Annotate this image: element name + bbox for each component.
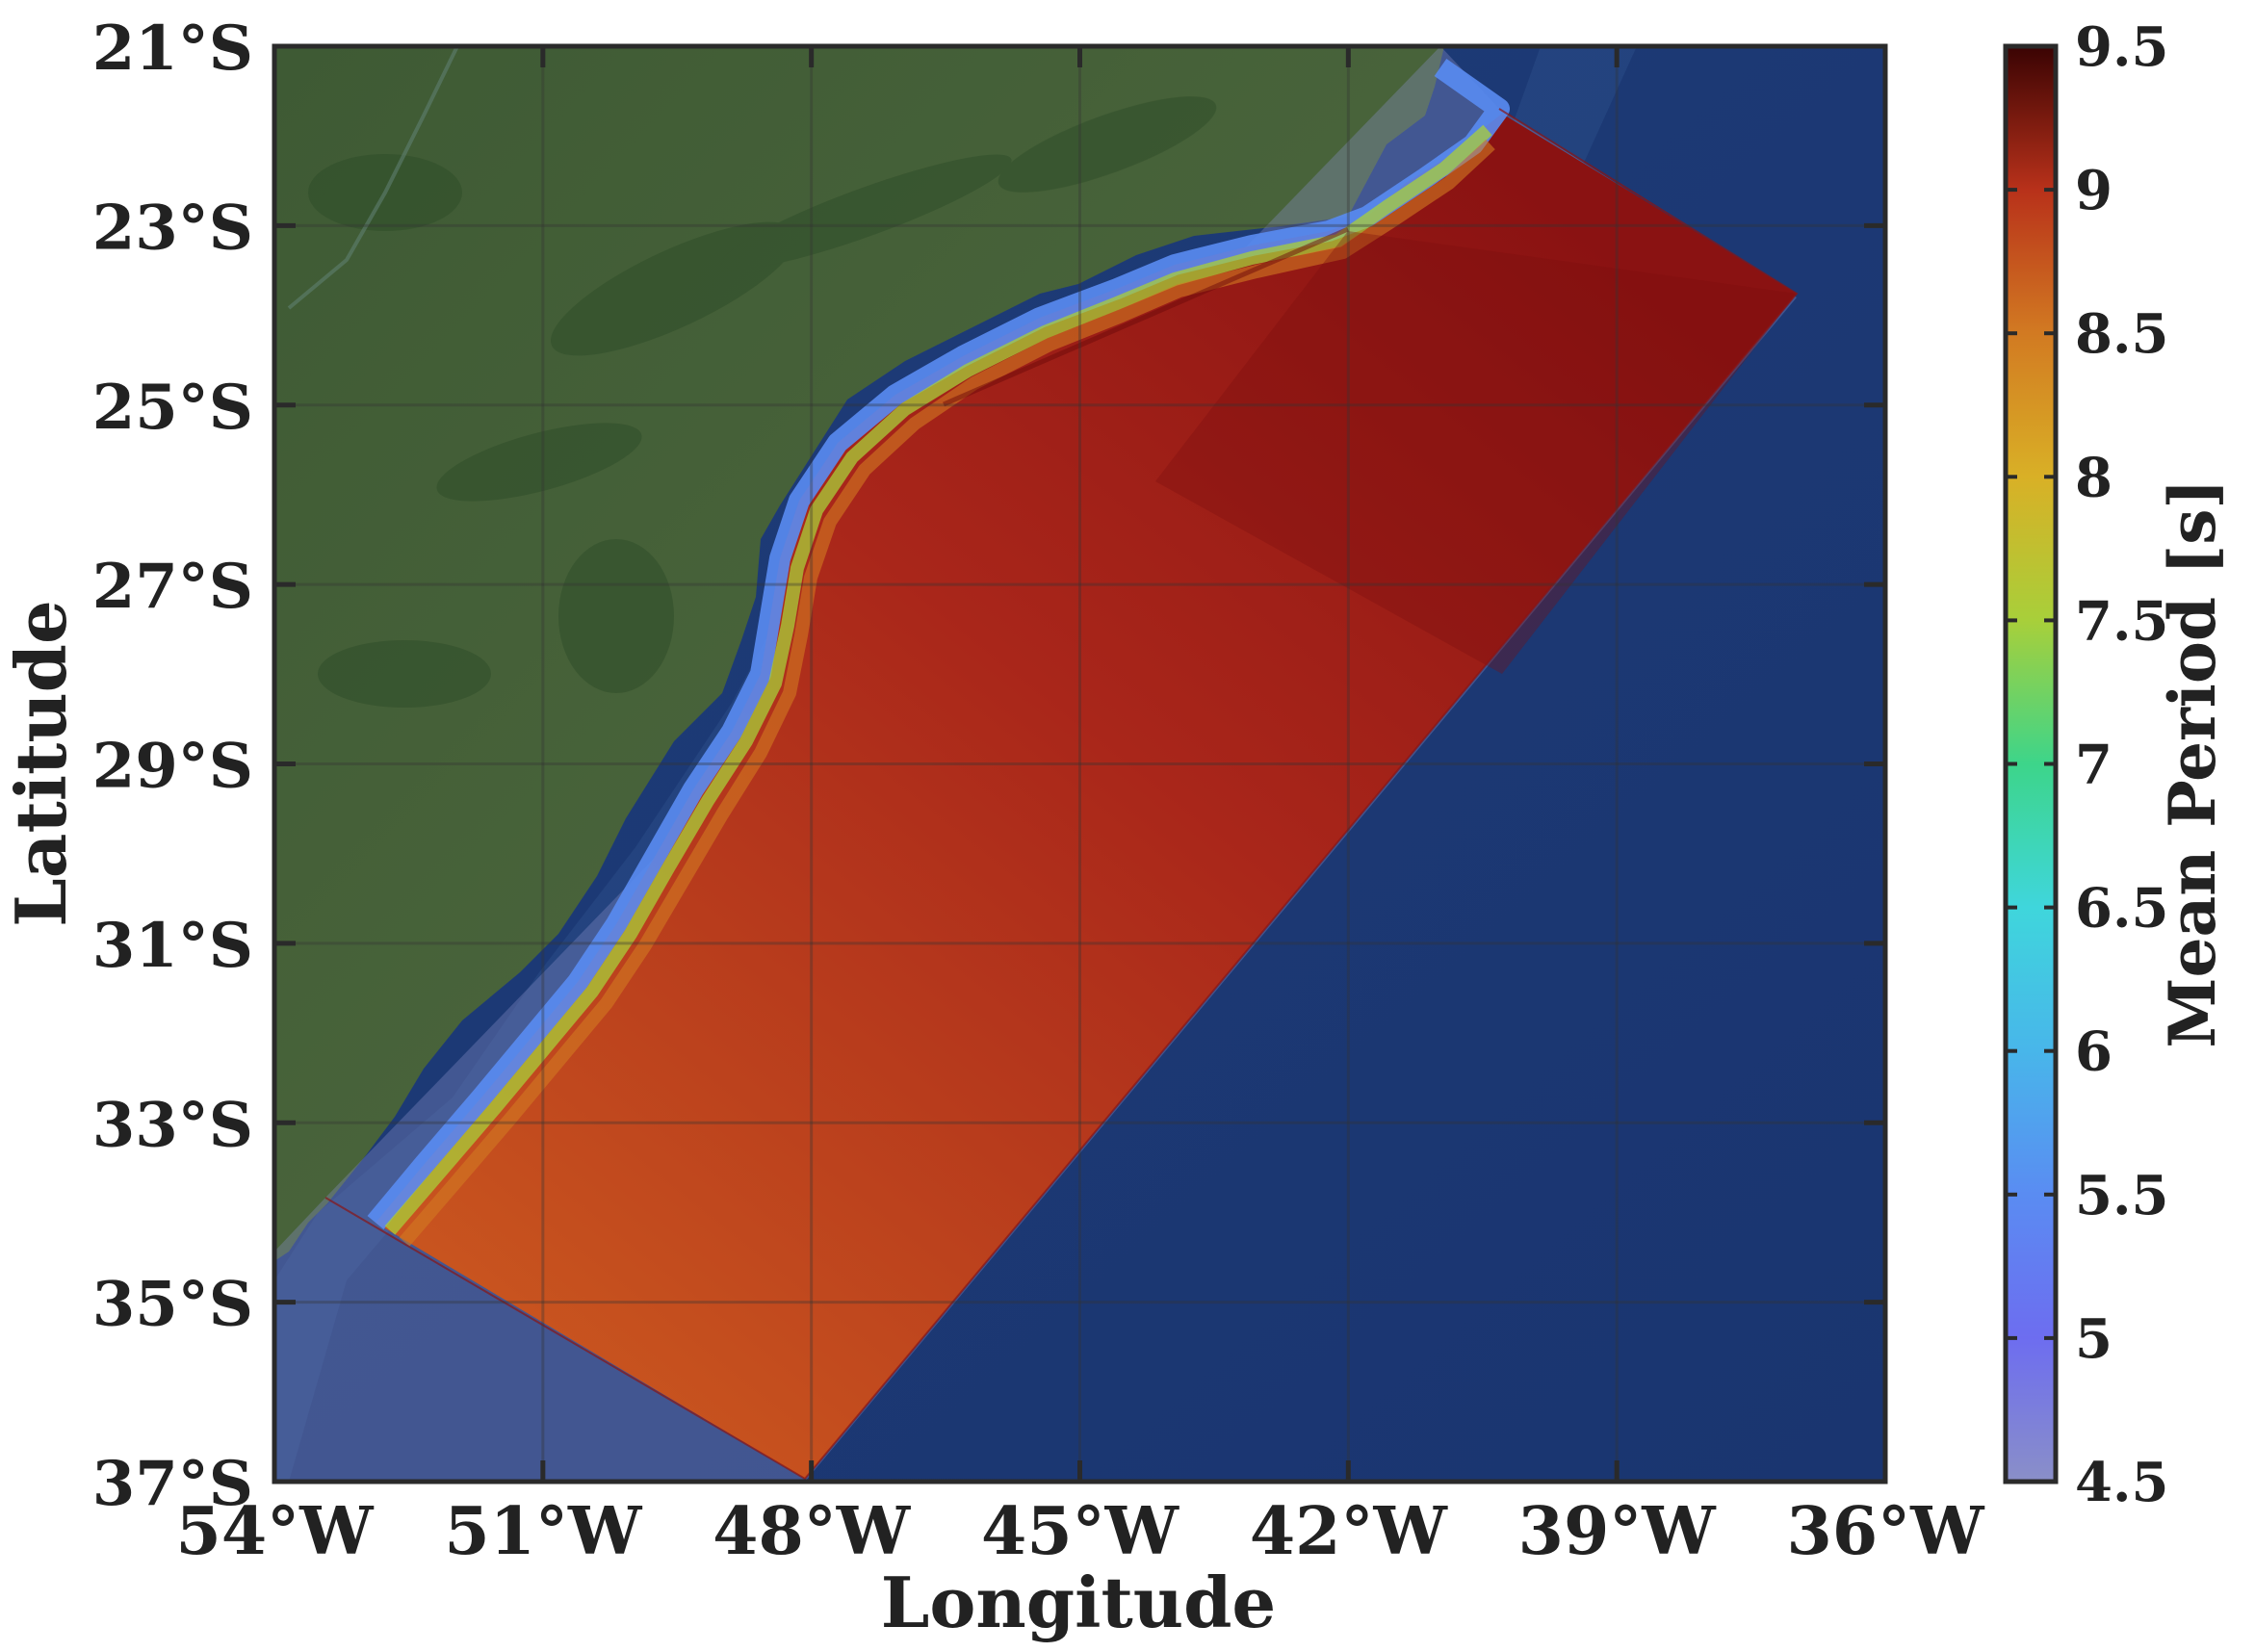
colorbar-tick-label: 4.5 — [2075, 1451, 2168, 1514]
shadow-line — [943, 226, 1349, 407]
y-tick-label: 21°S — [92, 13, 253, 85]
y-tick-label: 27°S — [92, 551, 253, 623]
colorbar-tick-label: 7.5 — [2075, 589, 2168, 653]
land-basemap — [274, 46, 1444, 1261]
colorbar: 4.5 5 5.5 6 6.5 7 7.5 8 8.5 9 9.5 — [2003, 15, 2168, 1514]
x-tick-label: 45°W — [981, 1493, 1180, 1570]
colorbar-tick-label: 8 — [2075, 446, 2112, 509]
colorbar-tick-label: 5 — [2075, 1307, 2112, 1371]
nearshore-orange-band — [399, 139, 1495, 1247]
y-tick-label: 25°S — [92, 372, 253, 444]
colorbar-label: Mean Period [s] — [2155, 478, 2230, 1047]
colorbar-ticks: 4.5 5 5.5 6 6.5 7 7.5 8 8.5 9 9.5 — [2006, 15, 2168, 1514]
y-tick-label: 33°S — [92, 1089, 253, 1161]
x-tick-label: 36°W — [1787, 1493, 1986, 1570]
colorbar-tick-label: 9 — [2075, 159, 2112, 222]
x-tick-label: 51°W — [444, 1493, 643, 1570]
y-tick-label: 23°S — [92, 192, 253, 264]
nearshore-transition-band — [384, 124, 1492, 1235]
x-tick-label: 39°W — [1518, 1493, 1718, 1570]
colorbar-tick-label: 9.5 — [2075, 15, 2168, 79]
colorbar-tick-label: 6.5 — [2075, 877, 2168, 941]
wave-period-field — [376, 114, 1797, 1479]
y-tick-label: 37°S — [92, 1448, 253, 1520]
x-axis-ticks: 54°W 51°W 48°W 45°W 42°W 39°W 36°W — [176, 46, 1986, 1570]
x-tick-label: 54°W — [176, 1493, 376, 1570]
x-axis-title: Longitude — [881, 1562, 1276, 1643]
y-tick-label: 29°S — [92, 731, 253, 803]
offshore-dark-swath — [1155, 231, 1797, 674]
y-axis-title: Latitude — [0, 600, 82, 927]
model-domain-boundary — [324, 108, 1799, 1481]
x-tick-label: 48°W — [713, 1493, 912, 1570]
river-line — [287, 46, 459, 310]
y-tick-label: 35°S — [92, 1269, 253, 1341]
map-area — [274, 46, 1885, 1482]
colorbar-tick-label: 8.5 — [2075, 302, 2168, 366]
y-axis-ticks: 21°S 23°S 25°S 27°S 29°S 31°S 33°S 35°S 37°S — [92, 13, 1885, 1520]
x-tick-label: 42°W — [1250, 1493, 1449, 1570]
colorbar-tick-label: 7 — [2075, 734, 2112, 797]
y-tick-label: 31°S — [92, 910, 253, 982]
colorbar-tick-label: 5.5 — [2075, 1164, 2168, 1227]
colorbar-tick-label: 6 — [2075, 1020, 2112, 1084]
